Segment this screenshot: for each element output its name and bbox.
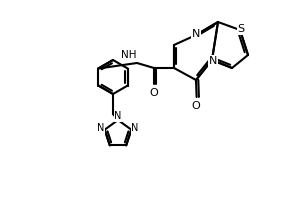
Text: S: S [237,24,244,34]
Text: O: O [150,88,158,98]
Text: N: N [114,111,122,121]
Text: NH: NH [121,50,136,60]
Text: N: N [97,123,105,133]
Text: N: N [192,29,200,39]
Text: N: N [131,123,139,133]
Text: O: O [191,101,200,111]
Text: N: N [209,56,217,66]
